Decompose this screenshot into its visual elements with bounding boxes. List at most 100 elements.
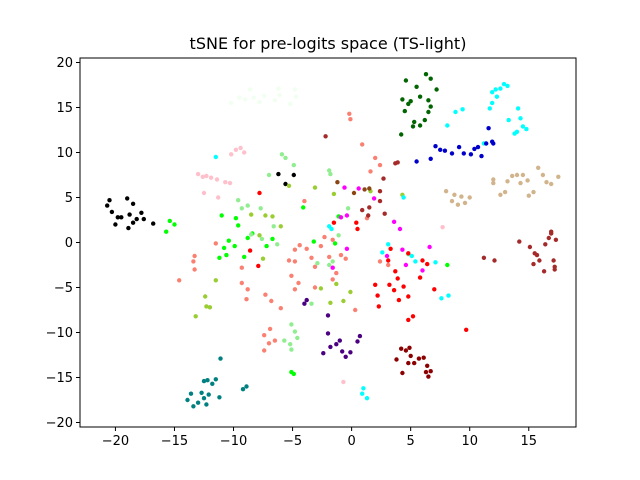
data-point	[204, 402, 209, 407]
data-point	[525, 178, 530, 183]
data-point	[217, 255, 222, 260]
data-point	[335, 180, 340, 185]
data-point	[505, 179, 510, 184]
data-point	[226, 238, 231, 243]
data-point	[348, 117, 353, 122]
data-point	[377, 198, 383, 204]
data-point	[492, 258, 497, 263]
data-point	[304, 246, 309, 251]
data-point	[199, 390, 204, 395]
y-tick-label: −15	[46, 371, 73, 386]
data-point	[537, 258, 542, 263]
data-point	[395, 276, 400, 281]
data-point	[338, 252, 344, 258]
data-point	[517, 239, 522, 244]
data-point	[410, 124, 416, 129]
data-point	[420, 268, 425, 273]
data-point	[423, 369, 429, 375]
data-point	[422, 117, 427, 123]
data-point	[262, 333, 267, 338]
data-point	[256, 263, 261, 269]
data-point	[257, 99, 262, 105]
data-point	[309, 301, 314, 306]
data-point	[443, 189, 449, 194]
data-point	[201, 190, 207, 196]
data-point	[445, 262, 450, 268]
data-point	[413, 259, 418, 264]
data-point	[327, 254, 332, 260]
data-point	[216, 195, 221, 200]
data-point	[276, 171, 281, 177]
data-point	[456, 144, 462, 150]
data-point	[327, 168, 332, 173]
point-series	[236, 152, 411, 352]
point-series	[330, 185, 432, 273]
data-point	[266, 341, 272, 346]
data-point	[208, 175, 214, 180]
x-tick-label: 0	[347, 434, 355, 449]
data-point	[361, 386, 366, 391]
data-point	[549, 181, 554, 187]
point-series	[302, 297, 363, 359]
data-point	[229, 100, 234, 106]
data-point	[373, 282, 378, 287]
data-point	[502, 189, 508, 195]
data-point	[442, 148, 448, 153]
data-point	[257, 233, 262, 238]
data-point	[368, 169, 373, 174]
data-point	[325, 331, 331, 336]
data-point	[334, 281, 339, 287]
data-point	[524, 126, 529, 132]
data-point	[325, 313, 331, 318]
data-point	[514, 172, 520, 178]
data-point	[177, 278, 182, 283]
data-point	[514, 129, 520, 134]
data-point	[204, 304, 209, 309]
y-tick-label: −5	[54, 281, 73, 296]
data-point	[264, 243, 269, 249]
data-point	[412, 360, 417, 366]
data-point	[276, 86, 281, 91]
data-point	[217, 395, 222, 400]
data-point	[341, 379, 346, 385]
data-point	[330, 259, 335, 264]
data-point	[304, 297, 309, 303]
data-point	[239, 206, 244, 211]
data-point	[328, 171, 333, 177]
data-point	[331, 191, 337, 197]
point-series	[335, 180, 372, 196]
data-point	[193, 314, 198, 319]
data-point	[541, 269, 547, 274]
data-point	[551, 258, 556, 263]
data-point	[247, 248, 253, 253]
data-point	[491, 177, 496, 182]
data-point	[218, 356, 223, 361]
data-point	[291, 371, 296, 377]
data-point	[167, 218, 172, 224]
data-point	[362, 187, 367, 192]
data-point	[355, 339, 360, 344]
data-point	[360, 391, 365, 396]
data-point	[301, 205, 306, 210]
data-point	[406, 294, 411, 299]
x-tick-label: −10	[220, 434, 247, 449]
data-point	[408, 99, 413, 104]
data-point	[464, 327, 469, 332]
data-point	[249, 212, 254, 217]
data-point	[257, 190, 262, 196]
data-point	[449, 151, 455, 156]
data-point	[109, 209, 115, 215]
data-point	[270, 236, 275, 242]
data-point	[192, 267, 197, 272]
y-tick-label: −20	[46, 416, 73, 431]
data-point	[531, 189, 536, 195]
data-point	[172, 222, 177, 227]
data-point	[381, 176, 386, 181]
data-point	[201, 396, 207, 401]
data-point	[341, 298, 346, 304]
data-point	[328, 300, 333, 305]
data-point	[258, 206, 263, 211]
point-series	[213, 81, 529, 401]
data-point	[338, 215, 344, 220]
data-point	[185, 397, 190, 403]
